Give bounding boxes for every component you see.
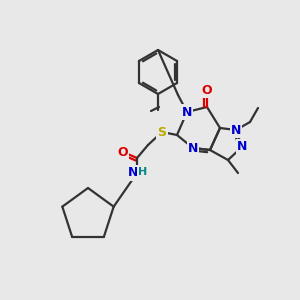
Text: N: N — [237, 140, 247, 154]
Text: N: N — [182, 106, 192, 118]
Text: O: O — [118, 146, 128, 158]
Text: N: N — [188, 142, 198, 154]
Text: H: H — [138, 167, 148, 177]
Text: N: N — [231, 124, 241, 136]
Text: O: O — [202, 83, 212, 97]
Text: S: S — [158, 125, 166, 139]
Text: N: N — [128, 167, 138, 179]
